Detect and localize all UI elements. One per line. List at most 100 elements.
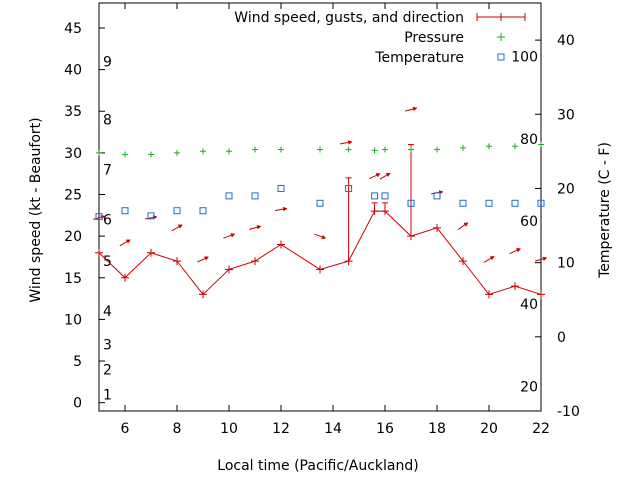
wind-direction-arrowhead — [489, 256, 495, 261]
wind-direction-arrowhead — [375, 173, 381, 178]
pressure-point — [226, 148, 232, 155]
wind-speed-point — [147, 248, 155, 257]
wind-speed-point — [173, 257, 181, 266]
wind-speed-point — [225, 265, 233, 274]
pressure-point — [382, 146, 388, 153]
pressure-point — [460, 144, 466, 151]
temperature-point — [381, 192, 389, 200]
temperature-point — [433, 192, 441, 200]
x-tick-label: 12 — [272, 421, 290, 437]
pressure-point — [174, 149, 180, 156]
wind-direction-arrowhead — [412, 106, 418, 112]
beaufort-label: 5 — [103, 254, 112, 270]
y-tick-label-right: 30 — [557, 107, 575, 123]
wind-speed-point — [511, 282, 519, 291]
wind-direction-arrowhead — [177, 224, 183, 229]
beaufort-label: 9 — [103, 54, 112, 70]
wind-direction-arrowhead — [516, 248, 521, 253]
beaufort-label: 7 — [103, 163, 112, 179]
y-tick-label-left: 10 — [64, 312, 82, 328]
y-axis-label-left: Wind speed (kt - Beaufort) — [28, 117, 44, 302]
temperature-point — [147, 212, 155, 220]
pressure-point — [371, 147, 378, 154]
wind-direction-arrowhead — [542, 256, 548, 262]
temperature-point — [225, 192, 233, 200]
temperature-point — [277, 184, 285, 192]
pressure-point — [122, 151, 128, 158]
wind-speed-point — [316, 265, 324, 274]
wind-speed-line — [98, 210, 542, 296]
wind-direction-arrowhead — [204, 256, 209, 261]
pressure-point — [278, 146, 284, 153]
y-tick-label-right: 40 — [557, 33, 575, 49]
wind-direction-arrowhead — [282, 206, 288, 212]
temperature-point — [251, 192, 259, 200]
y-tick-label-right: 0 — [557, 330, 566, 346]
temperature-point — [345, 184, 353, 192]
wind-direction-arrowhead — [256, 224, 262, 230]
pressure-point — [96, 149, 102, 156]
legend-label-temperature: Temperature — [374, 50, 464, 66]
temperature-point — [537, 199, 545, 207]
temperature-point — [173, 207, 181, 215]
legend-label-wind: Wind speed, gusts, and direction — [234, 10, 464, 26]
temperature-point — [371, 192, 379, 200]
pressure-point — [486, 143, 492, 150]
temperature-point — [459, 199, 467, 207]
y-tick-label-right: 10 — [557, 256, 575, 272]
temperature-point — [121, 207, 129, 215]
x-tick-label: 8 — [173, 421, 182, 437]
wind-direction-arrowhead — [125, 239, 131, 244]
fahrenheit-label: 60 — [520, 214, 538, 230]
fahrenheit-label: 80 — [520, 132, 538, 148]
temperature-point — [407, 199, 415, 207]
wind-speed-point — [459, 257, 467, 266]
pressure-point — [252, 146, 258, 153]
y-tick-label-left: 15 — [64, 271, 82, 287]
pressure-point — [512, 143, 518, 150]
pressure-point — [148, 151, 154, 158]
fahrenheit-label: 100 — [511, 49, 538, 65]
temperature-point — [485, 199, 493, 207]
legend-swatch-wind-mark — [497, 13, 505, 21]
y-tick-label-right: -10 — [557, 404, 580, 420]
wind-speed-point — [277, 240, 285, 249]
pressure-point — [317, 146, 323, 153]
y-tick-label-left: 0 — [73, 396, 82, 412]
y-tick-label-left: 45 — [64, 21, 82, 37]
x-tick-label: 22 — [532, 421, 550, 437]
wind-speed-point — [199, 290, 207, 299]
beaufort-label: 6 — [103, 212, 112, 228]
wind-speed-point — [537, 290, 545, 299]
beaufort-label: 2 — [103, 362, 112, 378]
wind-speed-point — [433, 223, 441, 232]
wind-direction-arrowhead — [463, 222, 469, 227]
temperature-point — [316, 199, 324, 207]
x-tick-label: 16 — [376, 421, 394, 437]
temperature-point — [511, 199, 519, 207]
wind-direction-arrowhead — [347, 140, 353, 145]
beaufort-label: 8 — [103, 113, 112, 129]
temperature-point — [95, 213, 103, 221]
y-tick-label-left: 5 — [73, 354, 82, 370]
pressure-point — [538, 141, 544, 148]
beaufort-label: 4 — [103, 304, 112, 320]
wind-direction-arrowhead — [321, 234, 327, 240]
legend-swatch-temperature — [497, 53, 505, 61]
fahrenheit-label: 40 — [520, 297, 538, 313]
beaufort-label: 3 — [103, 337, 112, 353]
plot-border — [98, 2, 542, 412]
pressure-point — [345, 146, 352, 153]
legend-label-pressure: Pressure — [404, 30, 464, 46]
wind-speed-point — [121, 273, 129, 282]
y-tick-label-left: 35 — [64, 104, 82, 120]
wind-speed-point — [251, 257, 259, 266]
x-tick-label: 20 — [480, 421, 498, 437]
wind-direction-arrowhead — [385, 172, 391, 178]
y-axis-label-right: Temperature (C - F) — [597, 142, 613, 279]
pressure-point — [408, 146, 414, 153]
x-tick-label: 18 — [428, 421, 446, 437]
x-tick-label: 6 — [121, 421, 130, 437]
